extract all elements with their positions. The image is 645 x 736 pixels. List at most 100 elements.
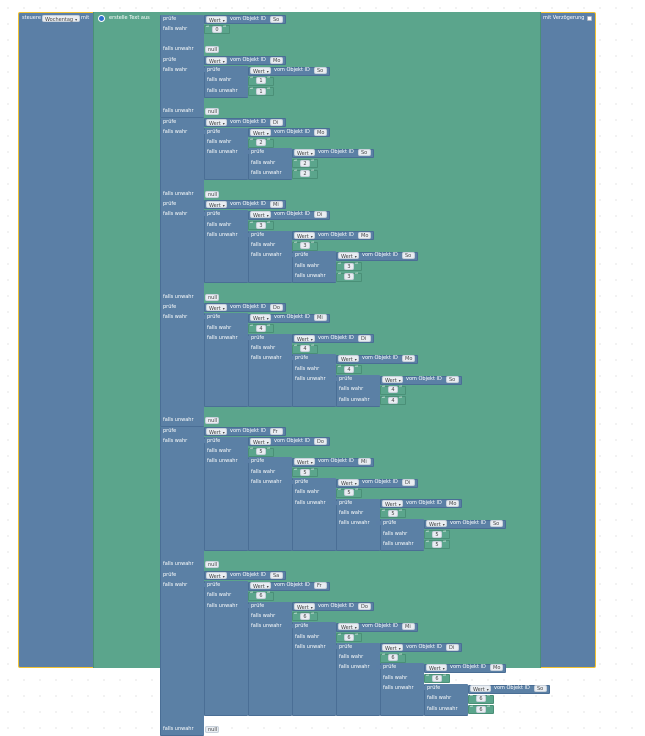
object-id-field[interactable]: Mi <box>402 623 415 631</box>
value-dropdown[interactable]: Wert ▾ <box>382 499 403 508</box>
if-else-block[interactable] <box>204 313 248 407</box>
get-value-block[interactable] <box>380 375 462 385</box>
text-literal-value[interactable]: 6 <box>344 633 354 641</box>
if-else-block[interactable] <box>160 570 204 736</box>
if-else-block[interactable] <box>160 426 204 572</box>
value-dropdown[interactable]: Wert ▾ <box>206 118 227 127</box>
if-else-block[interactable] <box>248 333 292 407</box>
object-id-field[interactable]: Mi <box>358 458 371 466</box>
object-id-field[interactable]: Mi <box>314 314 327 322</box>
gear-icon[interactable] <box>98 15 105 22</box>
get-value-block[interactable] <box>380 499 462 509</box>
object-id-field[interactable]: Di <box>446 643 459 651</box>
object-id-field[interactable]: So <box>490 520 503 528</box>
get-value-block[interactable] <box>204 571 286 581</box>
value-dropdown[interactable]: Wert ▾ <box>426 520 447 528</box>
value-dropdown[interactable]: Wert ▾ <box>338 355 359 363</box>
get-value-block[interactable] <box>248 437 330 447</box>
get-value-block[interactable] <box>424 663 506 673</box>
object-id-field[interactable]: Mo <box>358 231 371 239</box>
null-value[interactable]: null <box>205 293 219 301</box>
text-literal-value[interactable]: 2 <box>256 139 266 147</box>
get-value-block[interactable] <box>336 251 418 261</box>
if-else-block[interactable] <box>204 66 248 98</box>
object-id-field[interactable]: So <box>446 376 459 383</box>
text-literal-value[interactable]: 4 <box>388 386 398 394</box>
value-dropdown[interactable]: Wert ▾ <box>206 56 227 65</box>
null-value[interactable]: null <box>205 417 219 425</box>
text-literal-value[interactable]: 3 <box>300 242 310 250</box>
text-literal-value[interactable]: 5 <box>300 468 310 476</box>
get-value-block[interactable] <box>204 56 286 66</box>
if-else-block[interactable] <box>248 457 292 552</box>
object-id-field[interactable]: Mo <box>402 355 415 363</box>
get-value-block[interactable] <box>204 200 286 210</box>
get-value-block[interactable] <box>424 519 506 529</box>
value-dropdown[interactable]: Wert ▾ <box>206 303 227 312</box>
value-dropdown[interactable]: Wert ▾ <box>250 67 271 75</box>
get-value-block[interactable] <box>292 148 374 158</box>
text-literal-value[interactable]: 6 <box>476 695 486 703</box>
value-dropdown[interactable]: Wert ▾ <box>294 458 315 466</box>
get-value-block[interactable] <box>380 643 462 653</box>
value-dropdown[interactable]: Wert ▾ <box>250 128 271 137</box>
object-id-field[interactable]: Mi <box>270 200 283 208</box>
object-id-field[interactable]: Mo <box>490 664 503 672</box>
object-id-field[interactable]: Mo <box>314 128 327 136</box>
if-else-block[interactable] <box>160 302 204 428</box>
value-dropdown[interactable]: Wert ▾ <box>294 334 315 343</box>
null-value[interactable]: null <box>205 726 219 734</box>
object-id-field[interactable]: Fr <box>270 427 283 435</box>
object-id-field[interactable]: Do <box>270 303 283 311</box>
value-dropdown[interactable]: Wert ▾ <box>250 211 271 219</box>
text-literal-value[interactable]: 6 <box>476 705 486 713</box>
object-id-field[interactable]: So <box>270 15 283 23</box>
value-dropdown[interactable]: Wert ▾ <box>382 643 403 652</box>
value-dropdown[interactable]: Wert ▾ <box>206 427 227 436</box>
value-dropdown[interactable]: Wert ▾ <box>206 571 227 580</box>
text-literal-value[interactable]: 6 <box>388 654 398 662</box>
object-id-field[interactable]: Sa <box>270 571 283 579</box>
text-literal-value[interactable]: 3 <box>256 221 266 229</box>
get-value-block[interactable] <box>204 118 286 127</box>
if-else-block[interactable] <box>380 519 424 552</box>
get-value-block[interactable] <box>292 457 374 467</box>
text-literal-value[interactable]: 1 <box>256 87 266 95</box>
get-value-block[interactable] <box>204 15 286 24</box>
get-value-block[interactable] <box>292 334 374 344</box>
get-value-block[interactable] <box>336 354 418 364</box>
text-literal-value[interactable]: 5 <box>432 530 442 538</box>
get-value-block[interactable] <box>204 427 286 436</box>
null-value[interactable]: null <box>205 190 219 198</box>
object-id-field[interactable]: Mo <box>270 56 283 64</box>
get-value-block[interactable] <box>292 231 374 241</box>
value-dropdown[interactable]: Wert ▾ <box>250 582 271 590</box>
text-literal-value[interactable]: 4 <box>300 345 310 353</box>
text-literal-value[interactable]: 4 <box>388 396 398 404</box>
value-dropdown[interactable]: Wert ▾ <box>338 252 359 260</box>
object-id-field[interactable]: Mo <box>446 499 459 507</box>
text-literal-value[interactable]: 0 <box>212 25 222 33</box>
get-value-block[interactable] <box>248 313 330 323</box>
text-literal-value[interactable]: 5 <box>432 540 442 548</box>
value-dropdown[interactable]: Wert ▾ <box>250 437 271 446</box>
if-else-block[interactable] <box>204 436 248 552</box>
object-id-field[interactable]: Di <box>402 479 415 486</box>
object-id-field[interactable]: So <box>358 149 371 157</box>
value-dropdown[interactable]: Wert ▾ <box>338 479 359 487</box>
value-dropdown[interactable]: Wert ▾ <box>470 685 491 693</box>
value-dropdown[interactable]: Wert ▾ <box>426 664 447 672</box>
get-value-block[interactable] <box>248 66 330 76</box>
if-else-block[interactable] <box>292 251 336 284</box>
text-literal-value[interactable]: 3 <box>344 273 354 280</box>
if-else-block[interactable] <box>204 127 248 181</box>
get-value-block[interactable] <box>248 128 330 138</box>
value-dropdown[interactable]: Wert ▾ <box>294 231 315 240</box>
value-dropdown[interactable]: Wert ▾ <box>338 623 359 631</box>
text-literal-value[interactable]: 5 <box>344 489 354 497</box>
text-literal-value[interactable]: 4 <box>256 324 266 332</box>
object-id-field[interactable]: Do <box>358 602 371 610</box>
value-dropdown[interactable]: Wert ▾ <box>206 200 227 209</box>
value-dropdown[interactable]: Wert ▾ <box>382 376 403 384</box>
